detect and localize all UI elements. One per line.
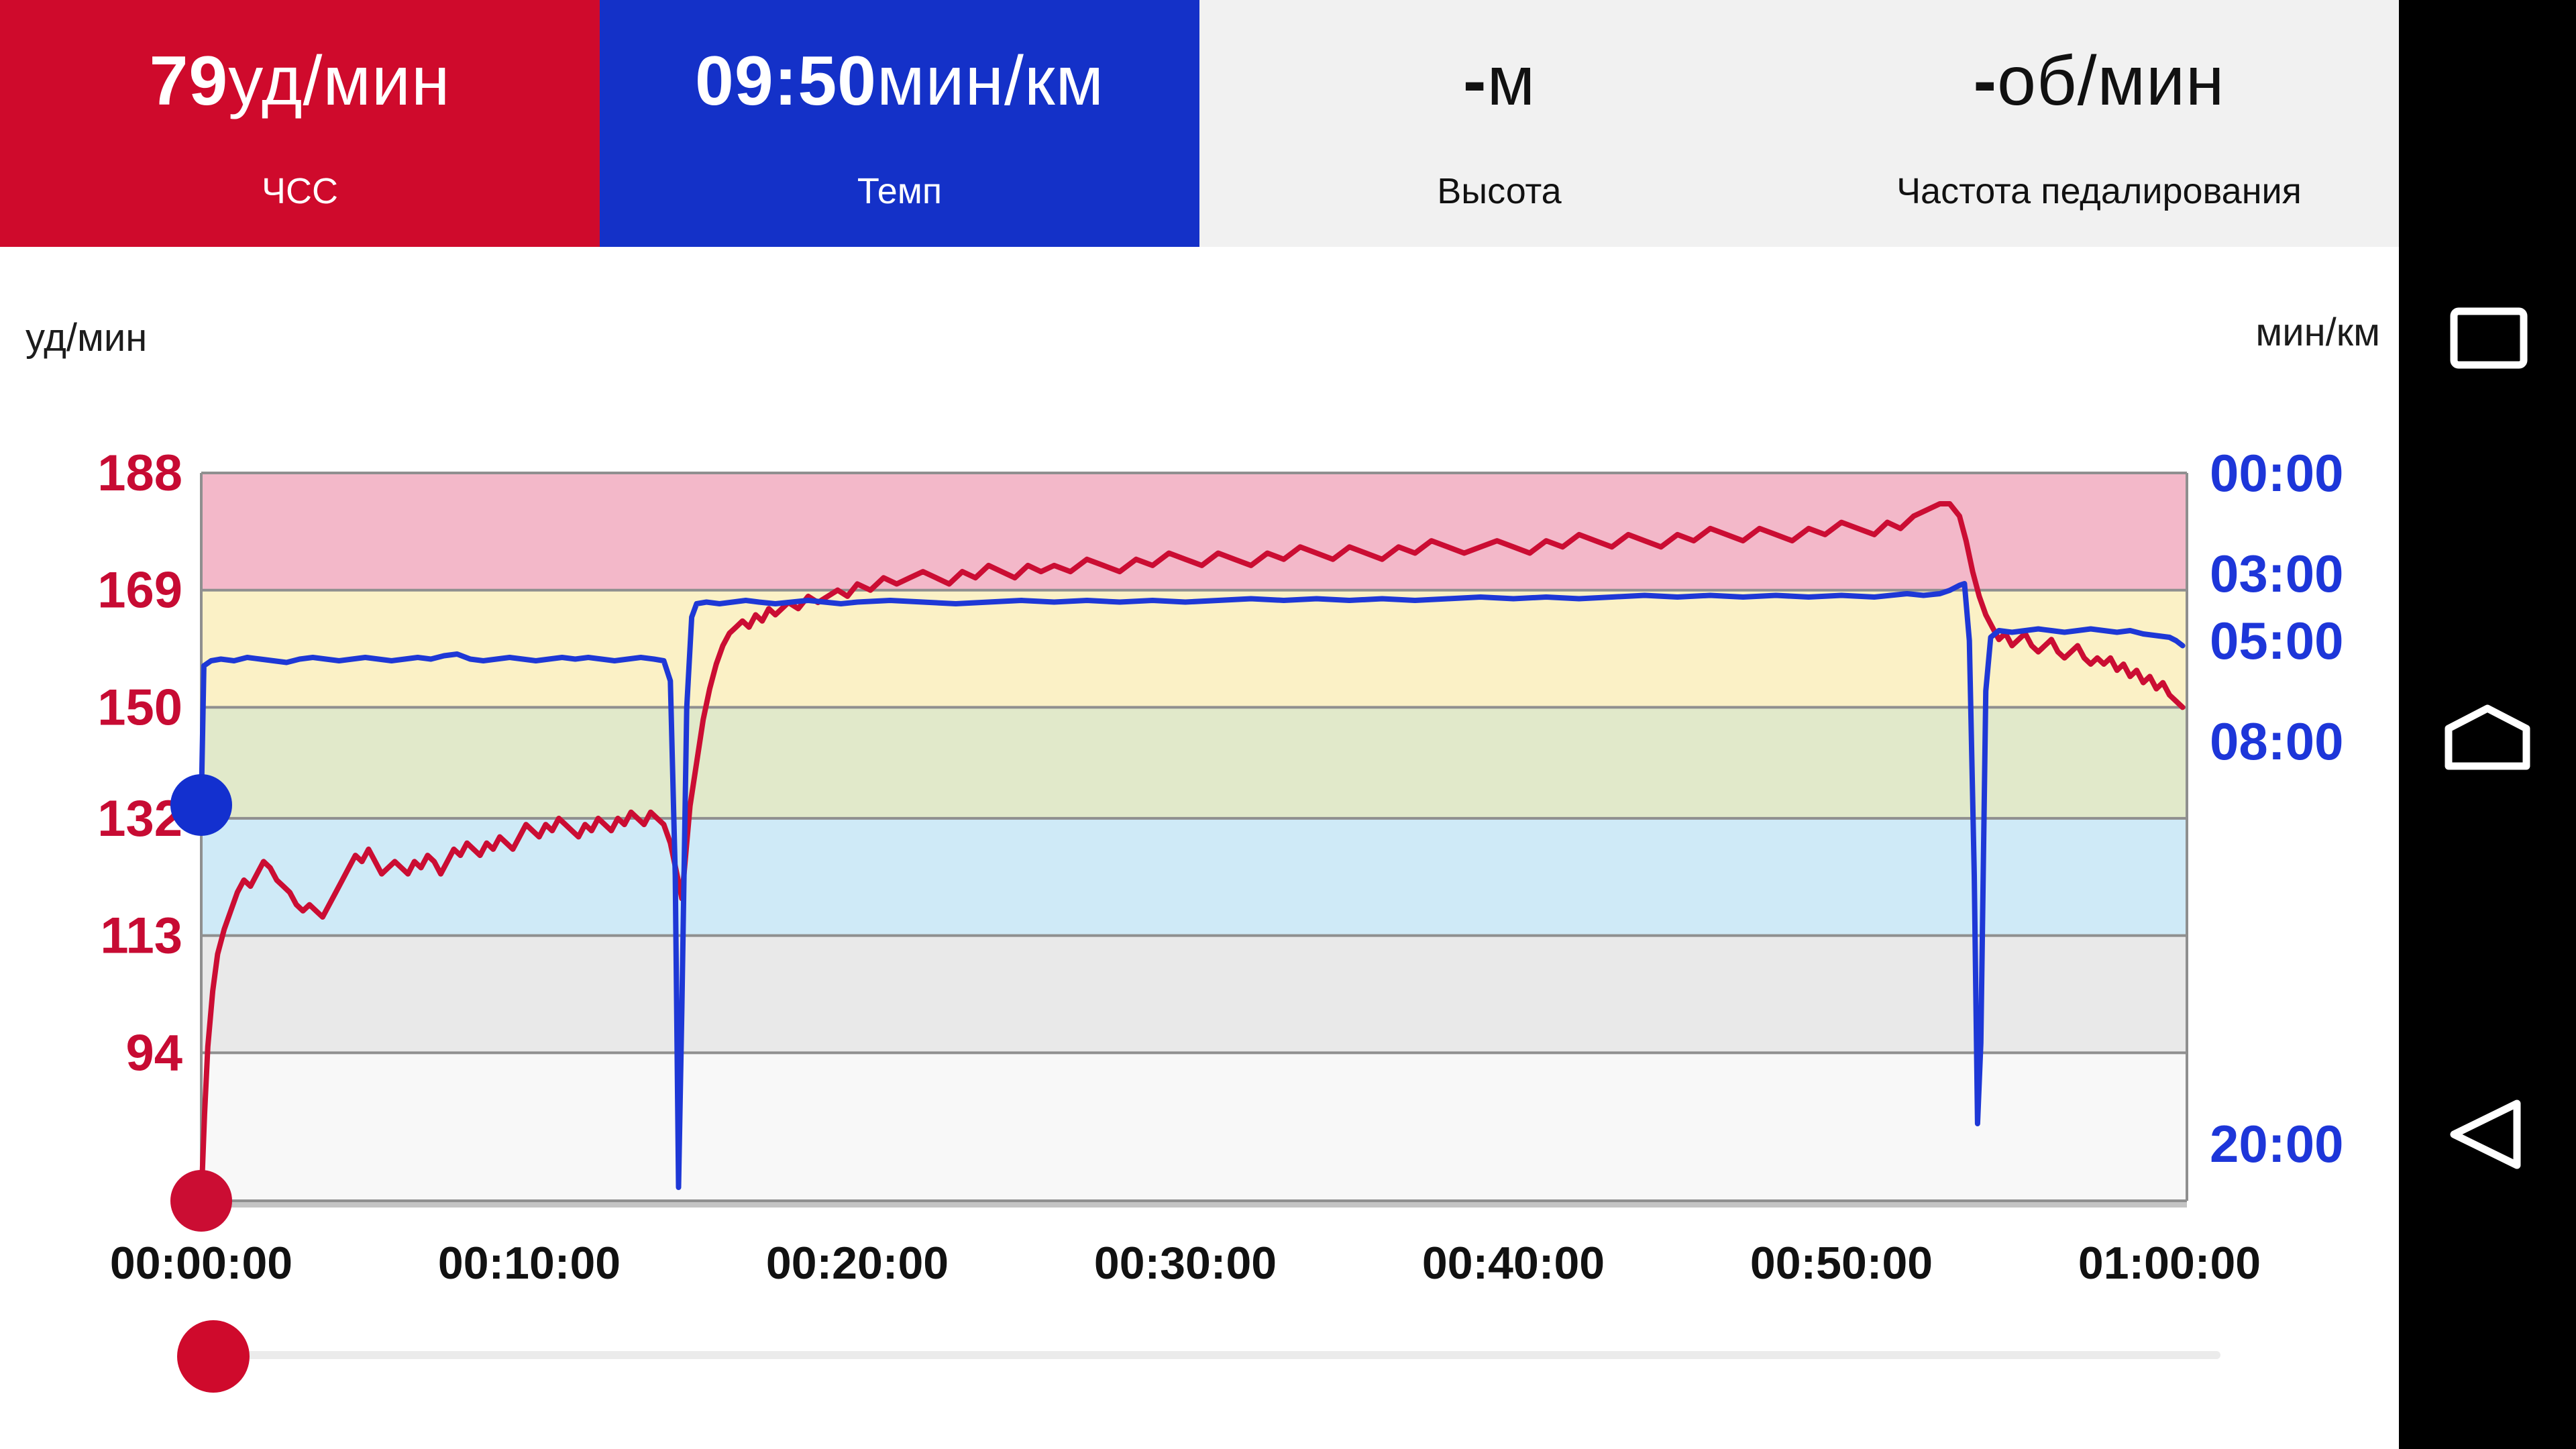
pace-tab-label: Темп [857,171,943,211]
heart-rate-marker-dot[interactable] [170,1170,232,1232]
recents-icon[interactable] [2399,302,2576,376]
tab-heart-rate[interactable]: 79уд/мин ЧСС [0,0,600,247]
right-axis-tick: 05:00 [2210,611,2344,670]
right-axis-tick: 03:00 [2210,544,2344,603]
left-axis-tick: 169 [97,562,182,619]
x-axis-tick: 00:30:00 [1094,1238,1277,1289]
cadence-tab-label: Частота педалирования [1896,171,2302,211]
tab-pace[interactable]: 09:50мин/км Темп [600,0,1199,247]
altitude-value: -м [1462,42,1536,120]
x-axis-tick: 01:00:00 [2078,1238,2261,1289]
left-axis-tick: 188 [97,445,182,502]
scrub-slider-track[interactable] [213,1351,2220,1359]
right-axis-tick: 00:00 [2210,443,2344,502]
left-axis-tick: 132 [97,790,182,847]
hr-zone-band [201,818,2187,936]
altitude-tab-label: Высота [1437,171,1562,211]
tab-altitude[interactable]: -м Высота [1199,0,1799,247]
left-axis-tick: 113 [100,908,182,965]
tab-cadence[interactable]: -об/мин Частота педалирования [1799,0,2399,247]
right-axis-tick: 20:00 [2210,1114,2344,1173]
cadence-value: -об/мин [1973,42,2225,120]
x-axis-tick: 00:50:00 [1750,1238,1933,1289]
hr-zone-band [201,590,2187,708]
pace-value: 09:50мин/км [695,42,1104,120]
scrub-slider-handle[interactable] [177,1320,250,1393]
x-axis-tick: 00:10:00 [438,1238,621,1289]
hr-zone-band [201,935,2187,1053]
right-axis-unit: мин/км [2255,311,2380,354]
left-axis-tick: 150 [97,679,182,736]
hr-zone-band [201,707,2187,818]
hr-zone-band [201,473,2187,590]
left-axis-unit: уд/мин [25,316,148,360]
x-axis-tick: 00:20:00 [766,1238,949,1289]
right-axis-tick: 08:00 [2210,712,2344,771]
heart-rate-tab-label: ЧСС [262,171,338,211]
back-icon[interactable] [2399,1097,2576,1171]
heart-rate-value: 79уд/мин [149,42,451,120]
home-icon[interactable] [2399,696,2576,777]
x-axis-tick: 00:00:00 [110,1238,292,1289]
android-nav-bar [2399,0,2576,1449]
x-axis-tick: 00:40:00 [1422,1238,1605,1289]
pace-line [199,581,2186,1190]
heart-rate-line [199,501,2186,1203]
metric-tabs: 79уд/мин ЧСС 09:50мин/км Темп -м Высота … [0,0,2399,247]
chart-bottom-shadow [201,1202,2187,1208]
pace-marker-dot[interactable] [170,774,232,836]
hr-zone-band [201,1053,2187,1201]
left-axis-tick: 94 [125,1024,182,1081]
